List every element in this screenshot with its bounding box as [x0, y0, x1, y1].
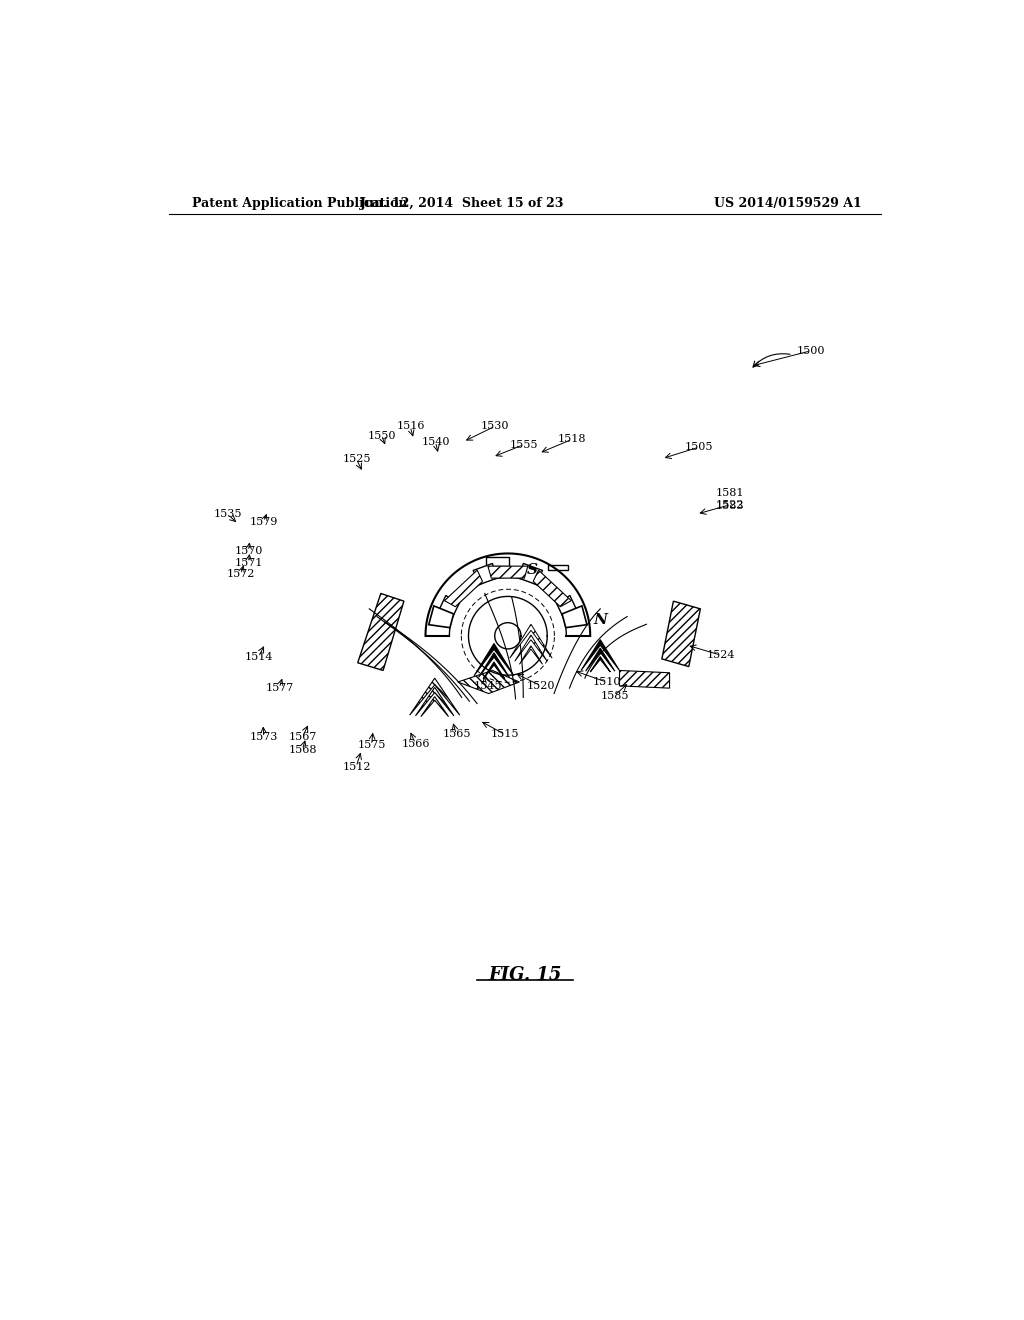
Polygon shape: [458, 671, 519, 693]
Polygon shape: [474, 644, 514, 676]
Text: 1510: 1510: [593, 677, 622, 686]
Text: N: N: [593, 614, 607, 627]
Polygon shape: [510, 624, 552, 659]
Polygon shape: [662, 601, 700, 667]
Text: 1570: 1570: [234, 546, 263, 556]
Text: 1505: 1505: [685, 442, 714, 453]
Polygon shape: [483, 663, 505, 678]
Text: Patent Application Publication: Patent Application Publication: [193, 197, 408, 210]
Polygon shape: [410, 678, 460, 715]
Text: 1581: 1581: [716, 488, 744, 499]
Polygon shape: [590, 656, 610, 672]
Polygon shape: [520, 564, 543, 585]
Text: 1555: 1555: [509, 440, 538, 450]
Text: US 2014/0159529 A1: US 2014/0159529 A1: [715, 197, 862, 210]
Polygon shape: [357, 594, 403, 671]
Text: 1530: 1530: [481, 421, 509, 432]
Text: 1550: 1550: [368, 430, 396, 441]
Text: S: S: [527, 564, 538, 577]
Text: 1524: 1524: [707, 649, 735, 660]
Text: 1520: 1520: [527, 681, 556, 690]
Polygon shape: [534, 570, 571, 607]
Text: 1535: 1535: [214, 510, 243, 519]
Text: 1566: 1566: [401, 739, 430, 748]
Text: Jun. 12, 2014  Sheet 15 of 23: Jun. 12, 2014 Sheet 15 of 23: [359, 197, 564, 210]
Text: 1512: 1512: [342, 762, 371, 772]
Polygon shape: [416, 688, 454, 715]
Text: 1515: 1515: [490, 730, 519, 739]
Text: 1567: 1567: [289, 733, 316, 742]
Polygon shape: [562, 606, 587, 628]
Text: 1583: 1583: [716, 502, 744, 511]
Text: 1571: 1571: [234, 557, 263, 568]
Polygon shape: [437, 595, 459, 619]
Polygon shape: [478, 653, 509, 677]
Polygon shape: [581, 640, 620, 671]
Text: 1500: 1500: [797, 346, 825, 356]
Polygon shape: [429, 606, 454, 628]
Polygon shape: [473, 564, 496, 585]
Polygon shape: [486, 557, 509, 566]
Polygon shape: [487, 566, 527, 578]
Text: 1522: 1522: [716, 500, 744, 510]
Polygon shape: [515, 635, 547, 661]
Text: 1540: 1540: [422, 437, 451, 446]
Text: 1572: 1572: [226, 569, 255, 579]
Text: 1568: 1568: [289, 744, 316, 755]
Polygon shape: [557, 595, 579, 619]
Text: 1577: 1577: [265, 684, 294, 693]
Text: 1514: 1514: [245, 652, 273, 663]
Polygon shape: [444, 570, 482, 607]
Text: 1573: 1573: [250, 733, 279, 742]
Polygon shape: [620, 671, 670, 688]
Polygon shape: [548, 565, 568, 569]
Polygon shape: [586, 648, 614, 671]
Text: 1579: 1579: [250, 517, 279, 527]
Text: 1516: 1516: [396, 421, 425, 432]
Text: 1565: 1565: [442, 730, 471, 739]
Text: 1575: 1575: [357, 741, 386, 750]
Polygon shape: [519, 645, 543, 664]
Text: 1518: 1518: [558, 434, 587, 445]
Polygon shape: [421, 697, 449, 717]
Text: 1525: 1525: [342, 454, 371, 463]
Text: FIG. 15: FIG. 15: [488, 966, 561, 983]
Text: 1585: 1585: [600, 690, 629, 701]
Text: 1545: 1545: [473, 681, 502, 690]
